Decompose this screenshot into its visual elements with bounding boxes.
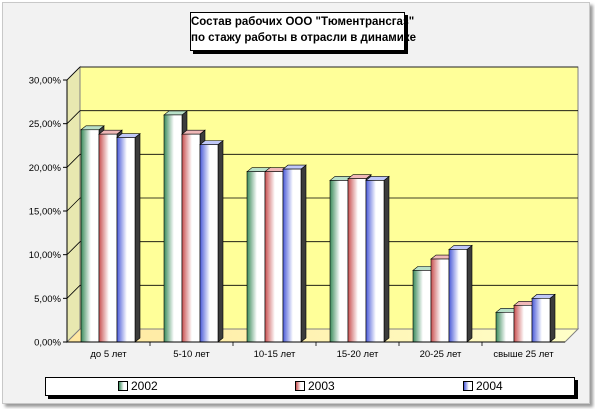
bar-2003 [347, 178, 367, 343]
x-tick-label: 10-15 лет [254, 349, 296, 360]
gridline-side [66, 66, 81, 81]
legend: 2002 2003 2004 [45, 377, 575, 396]
bar-2003 [264, 171, 284, 343]
legend-swatch-2002 [118, 380, 128, 391]
y-tick-label: 0,00% [34, 338, 61, 349]
bar-side-2004 [466, 244, 473, 343]
bar-2004 [448, 249, 468, 343]
bar-side-2004 [134, 133, 141, 343]
gridline-side [66, 285, 81, 299]
x-tick-label: 5-10 лет [173, 349, 210, 360]
y-tick-label: 5,00% [34, 294, 61, 305]
legend-swatch-2004 [463, 380, 473, 391]
y-tick-label: 10,00% [29, 250, 62, 261]
legend-label-2003: 2003 [308, 379, 335, 393]
bar-2002 [412, 270, 432, 343]
x-tick-label: 20-25 лет [420, 349, 462, 360]
bar-side-2004 [383, 175, 390, 343]
y-tick-label: 25,00% [29, 119, 62, 130]
legend-item-2004: 2004 [463, 379, 503, 394]
bar-side-2004 [549, 293, 556, 343]
gridline-side [66, 154, 81, 168]
gridline-side [66, 110, 81, 124]
bar-side-2004 [300, 164, 307, 343]
x-tick-label: до 5 лет [90, 349, 127, 360]
bar-2002 [80, 129, 100, 343]
legend-item-2003: 2003 [295, 379, 335, 394]
bar-side-2004 [217, 140, 224, 343]
bar-2003 [98, 133, 118, 343]
y-tick-label: 30,00% [29, 76, 62, 87]
chart-title: Состав рабочих ООО "Тюментрансгаз" по ст… [190, 12, 416, 51]
legend-label-2002: 2002 [131, 379, 158, 393]
y-tick-label: 15,00% [29, 207, 62, 218]
bar-2004 [365, 180, 385, 343]
bar-2004 [531, 298, 551, 343]
bar-2003 [181, 133, 201, 343]
bar-2002 [329, 180, 349, 343]
bar-2004 [116, 137, 136, 343]
gridline-side [66, 197, 81, 212]
bar-2002 [246, 171, 266, 343]
chart-title-line-2: по стажу работы в отрасли в динамике [191, 32, 416, 44]
chart-title-line-1: Состав рабочих ООО "Тюментрансгаз" [191, 16, 415, 28]
legend-label-2004: 2004 [476, 379, 503, 393]
bar-2004 [199, 144, 219, 343]
gridline-side [66, 241, 81, 255]
y-tick-label: 20,00% [29, 163, 62, 174]
legend-item-2002: 2002 [118, 379, 158, 394]
legend-swatch-2003 [295, 380, 305, 391]
x-tick-label: 15-20 лет [337, 349, 379, 360]
x-tick-label: свыше 25 лет [493, 349, 554, 360]
bar-2002 [495, 312, 515, 343]
bar-2003 [513, 305, 533, 343]
bar-2002 [163, 114, 183, 343]
bar-2003 [430, 258, 450, 343]
bar-2004 [282, 168, 302, 343]
